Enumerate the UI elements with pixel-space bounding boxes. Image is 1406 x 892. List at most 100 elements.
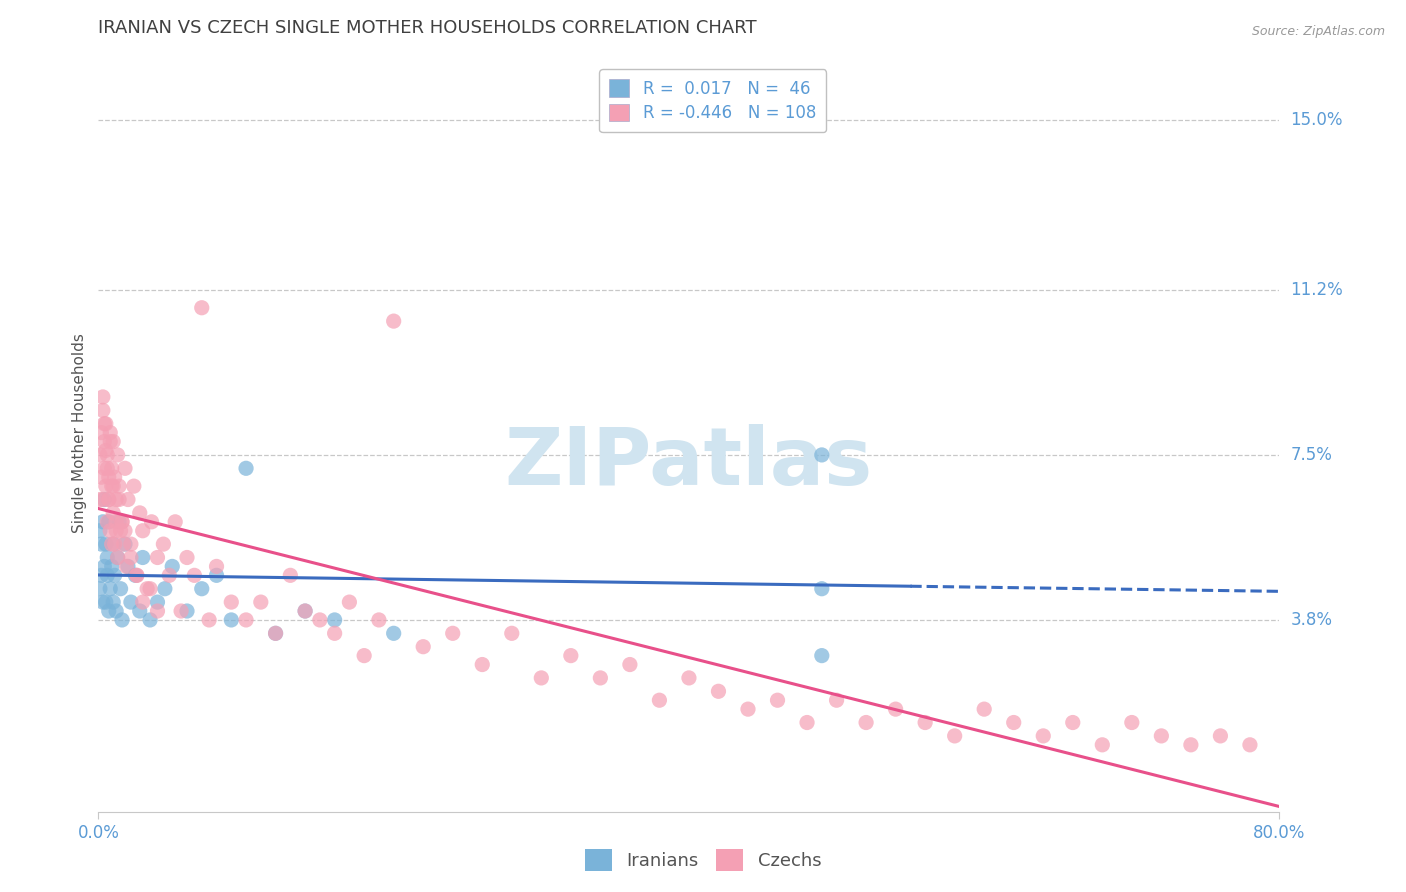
Point [100, 461, 122, 475]
Point [183, 568, 205, 582]
Point [104, 470, 127, 484]
Point [89, 448, 111, 462]
Text: Source: ZipAtlas.com: Source: ZipAtlas.com [1251, 25, 1385, 38]
Point [914, 715, 936, 730]
Point [141, 515, 163, 529]
Point [114, 524, 136, 538]
Point [96, 550, 118, 565]
Point [100, 537, 122, 551]
Point [125, 568, 148, 582]
Point [114, 537, 136, 551]
Point [162, 559, 183, 574]
Point [294, 604, 316, 618]
Point [115, 559, 138, 574]
Point [323, 626, 346, 640]
Point [353, 648, 375, 663]
Point [108, 492, 131, 507]
Point [139, 613, 162, 627]
Point [530, 671, 553, 685]
Point [619, 657, 641, 672]
Point [89, 524, 111, 538]
Point [120, 550, 142, 565]
Point [93, 461, 115, 475]
Point [93, 434, 115, 449]
Point [122, 479, 145, 493]
Point [96, 515, 118, 529]
Point [96, 461, 118, 475]
Point [943, 729, 966, 743]
Point [810, 448, 832, 462]
Point [97, 604, 120, 618]
Point [1180, 738, 1202, 752]
Point [235, 461, 257, 475]
Point [884, 702, 907, 716]
Point [810, 648, 832, 663]
Text: 3.8%: 3.8% [1291, 611, 1333, 629]
Point [94, 417, 117, 431]
Point [103, 537, 125, 551]
Text: 15.0%: 15.0% [1291, 112, 1343, 129]
Point [93, 417, 115, 431]
Point [157, 568, 180, 582]
Point [98, 425, 121, 440]
Point [707, 684, 730, 698]
Point [165, 515, 187, 529]
Point [309, 613, 332, 627]
Point [91, 403, 114, 417]
Point [412, 640, 434, 654]
Point [132, 595, 155, 609]
Point [973, 702, 995, 716]
Point [105, 524, 128, 538]
Point [91, 492, 114, 507]
Text: 7.5%: 7.5% [1291, 446, 1333, 464]
Point [117, 559, 139, 574]
Point [104, 537, 127, 551]
Point [146, 550, 169, 565]
Point [107, 550, 129, 565]
Point [146, 595, 169, 609]
Text: IRANIAN VS CZECH SINGLE MOTHER HOUSEHOLDS CORRELATION CHART: IRANIAN VS CZECH SINGLE MOTHER HOUSEHOLD… [98, 19, 756, 37]
Point [382, 314, 405, 328]
Point [139, 582, 162, 596]
Point [97, 470, 120, 484]
Point [441, 626, 464, 640]
Point [855, 715, 877, 730]
Point [766, 693, 789, 707]
Point [90, 470, 112, 484]
Point [153, 582, 176, 596]
Point [97, 515, 120, 529]
Point [280, 568, 302, 582]
Point [117, 492, 139, 507]
Point [103, 479, 125, 493]
Point [221, 595, 243, 609]
Point [471, 657, 494, 672]
Point [250, 595, 273, 609]
Text: ZIPatlas: ZIPatlas [505, 424, 873, 502]
Point [810, 582, 832, 596]
Point [91, 390, 114, 404]
Point [90, 537, 112, 551]
Point [132, 524, 155, 538]
Point [108, 479, 131, 493]
Point [89, 582, 111, 596]
Point [737, 702, 759, 716]
Point [103, 434, 125, 449]
Point [146, 604, 169, 618]
Point [264, 626, 287, 640]
Point [107, 550, 129, 565]
Point [105, 515, 128, 529]
Point [103, 506, 125, 520]
Point [235, 613, 257, 627]
Point [1239, 738, 1261, 752]
Point [825, 693, 848, 707]
Point [136, 582, 159, 596]
Point [108, 515, 131, 529]
Point [104, 568, 127, 582]
Point [111, 515, 134, 529]
Point [1121, 715, 1143, 730]
Point [1032, 729, 1054, 743]
Point [107, 448, 129, 462]
Point [105, 492, 128, 507]
Point [125, 568, 148, 582]
Point [110, 582, 132, 596]
